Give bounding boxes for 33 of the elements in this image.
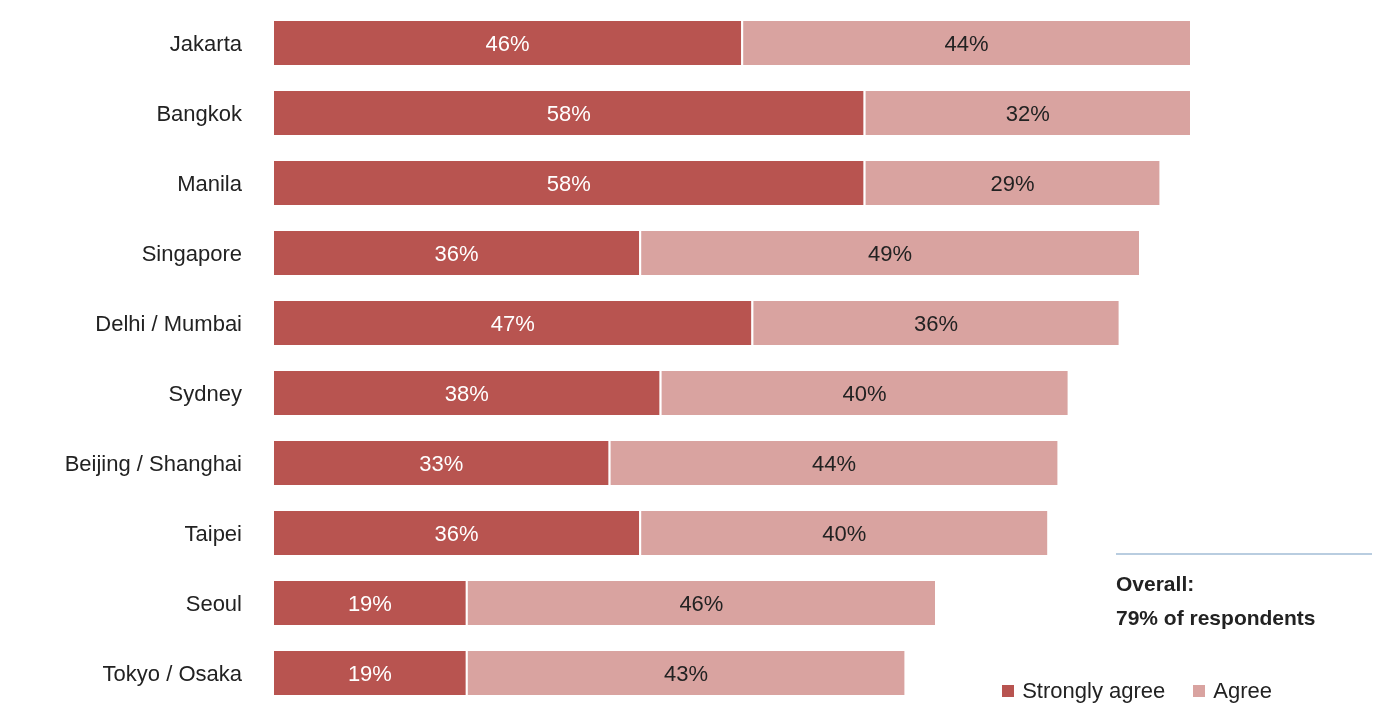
y-tick-label: Tokyo / Osaka: [102, 660, 243, 686]
data-label: 40%: [822, 520, 867, 546]
y-tick-label: Manila: [177, 170, 243, 196]
y-tick-label: Beijing / Shanghai: [64, 450, 242, 476]
y-tick-label: Singapore: [141, 240, 242, 266]
y-tick-label: Delhi / Mumbai: [95, 310, 242, 336]
legend-label: Strongly agree: [1022, 678, 1166, 704]
y-tick-label: Jakarta: [169, 30, 243, 56]
data-label: 47%: [490, 310, 535, 336]
data-label: 19%: [347, 660, 392, 686]
legend-label: Agree: [1213, 678, 1272, 704]
data-label: 33%: [419, 450, 464, 476]
data-label: 58%: [546, 170, 591, 196]
data-label: 38%: [444, 380, 489, 406]
data-label: 36%: [434, 240, 479, 266]
data-label: 36%: [913, 310, 959, 336]
data-label: 43%: [664, 660, 709, 686]
y-tick-label: Bangkok: [156, 100, 243, 126]
y-tick-label: Sydney: [168, 380, 242, 406]
data-label: 19%: [347, 590, 392, 616]
data-label: 36%: [434, 520, 479, 546]
y-tick-label: Seoul: [185, 590, 242, 616]
annotation: Overall: 79% of respondents: [1116, 553, 1372, 635]
data-label: 40%: [842, 380, 887, 406]
data-label: 29%: [990, 170, 1035, 196]
data-label: 46%: [679, 590, 724, 616]
data-label: 44%: [944, 30, 989, 56]
y-tick-label: Taipei: [184, 520, 242, 546]
data-label: 44%: [811, 450, 857, 476]
data-label: 58%: [546, 100, 591, 126]
data-label: 49%: [868, 240, 913, 266]
data-label: 46%: [485, 30, 530, 56]
data-label: 32%: [1005, 100, 1050, 126]
